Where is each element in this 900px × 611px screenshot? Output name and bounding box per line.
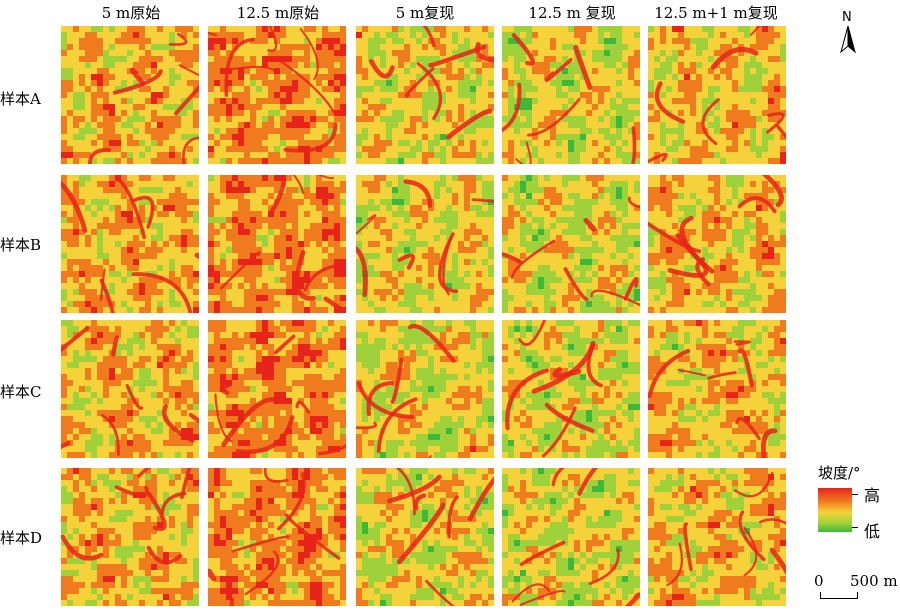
slope-map-tile-d-12-5m-reproduced [502, 468, 640, 606]
slope-map-tile-d-12-5m-1m-reproduced [648, 468, 786, 606]
column-header-5m-original: 5 m原始 [101, 4, 161, 22]
row-label-sample-a: 样本A [0, 90, 41, 108]
slope-map-tile-d-5m-original [61, 468, 199, 606]
legend-tick-high [852, 494, 858, 495]
scale-bar [820, 592, 858, 599]
slope-map-tile-b-12-5m-original [208, 175, 346, 313]
column-header-12-5m-1m-reproduced: 12.5 m+1 m复现 [654, 4, 778, 22]
row-label-sample-b: 样本B [0, 236, 42, 254]
column-header-12-5m-reproduced: 12.5 m 复现 [528, 4, 616, 22]
legend-low-label: 低 [864, 522, 881, 541]
slope-map-tile-b-5m-original [61, 175, 199, 313]
slope-map-tile-a-5m-original [61, 26, 199, 164]
slope-map-tile-d-5m-reproduced [356, 468, 494, 606]
north-arrow-icon [840, 25, 856, 54]
row-label-sample-d: 样本D [0, 529, 43, 547]
legend-title: 坡度/° [818, 464, 861, 482]
legend-high-label: 高 [864, 486, 881, 505]
legend-tick-low [852, 527, 858, 528]
scale-zero-label: 0 [814, 572, 824, 590]
scale-distance-label: 500 m [850, 572, 898, 590]
slope-map-tile-c-5m-reproduced [356, 320, 494, 458]
column-header-12-5m-original: 12.5 m原始 [236, 4, 320, 22]
slope-map-tile-c-5m-original [61, 320, 199, 458]
slope-map-tile-c-12-5m-1m-reproduced [648, 320, 786, 458]
north-label: N [842, 10, 852, 25]
slope-map-tile-a-5m-reproduced [356, 26, 494, 164]
slope-map-tile-c-12-5m-reproduced [502, 320, 640, 458]
slope-map-tile-b-12-5m-1m-reproduced [648, 175, 786, 313]
slope-map-tile-d-12-5m-original [208, 468, 346, 606]
legend-color-bar [818, 488, 852, 532]
slope-map-tile-a-12-5m-reproduced [502, 26, 640, 164]
column-header-5m-reproduced: 5 m复现 [395, 4, 455, 22]
slope-map-tile-a-12-5m-1m-reproduced [648, 26, 786, 164]
slope-map-tile-a-12-5m-original [208, 26, 346, 164]
slope-map-tile-b-12-5m-reproduced [502, 175, 640, 313]
row-label-sample-c: 样本C [0, 383, 42, 401]
slope-map-tile-c-12-5m-original [208, 320, 346, 458]
slope-map-tile-b-5m-reproduced [356, 175, 494, 313]
